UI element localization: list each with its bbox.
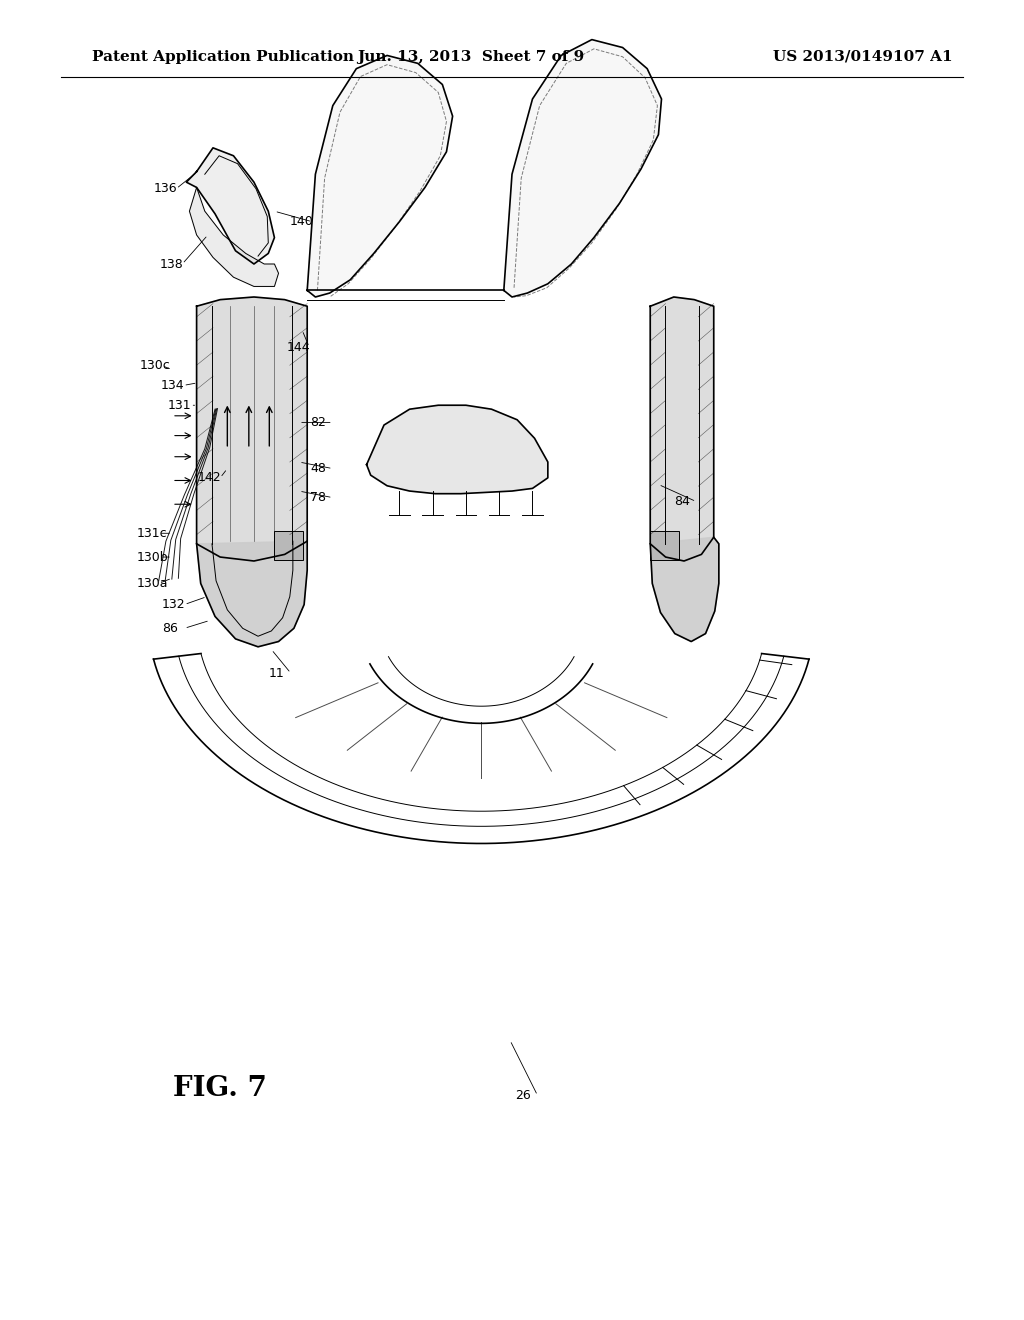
Text: 84: 84 xyxy=(674,495,690,508)
Polygon shape xyxy=(186,148,274,264)
Polygon shape xyxy=(197,297,307,561)
Text: Patent Application Publication: Patent Application Publication xyxy=(92,50,354,63)
Text: 48: 48 xyxy=(310,462,327,475)
Text: 138: 138 xyxy=(160,257,183,271)
Text: 130c: 130c xyxy=(139,359,170,372)
Text: US 2013/0149107 A1: US 2013/0149107 A1 xyxy=(773,50,952,63)
Text: 144: 144 xyxy=(287,341,310,354)
Text: 78: 78 xyxy=(310,491,327,504)
Text: 130a: 130a xyxy=(136,577,168,590)
Polygon shape xyxy=(650,297,714,561)
Text: FIG. 7: FIG. 7 xyxy=(173,1076,267,1102)
Polygon shape xyxy=(650,537,719,642)
Text: 142: 142 xyxy=(198,471,221,484)
Text: 11: 11 xyxy=(268,667,284,680)
Polygon shape xyxy=(367,405,548,494)
Text: 130b: 130b xyxy=(136,550,168,564)
Text: 131c: 131c xyxy=(136,527,167,540)
Text: 131: 131 xyxy=(168,399,191,412)
Text: 140: 140 xyxy=(290,215,313,228)
Polygon shape xyxy=(189,187,279,286)
FancyBboxPatch shape xyxy=(650,531,679,560)
Text: 136: 136 xyxy=(154,182,177,195)
FancyBboxPatch shape xyxy=(274,531,303,560)
Polygon shape xyxy=(197,541,307,647)
Polygon shape xyxy=(307,55,453,297)
Text: 134: 134 xyxy=(161,379,184,392)
Text: 86: 86 xyxy=(162,622,178,635)
Text: 132: 132 xyxy=(162,598,185,611)
Text: 82: 82 xyxy=(310,416,327,429)
Text: 26: 26 xyxy=(515,1089,530,1102)
Text: Jun. 13, 2013  Sheet 7 of 9: Jun. 13, 2013 Sheet 7 of 9 xyxy=(357,50,585,63)
Polygon shape xyxy=(504,40,662,297)
